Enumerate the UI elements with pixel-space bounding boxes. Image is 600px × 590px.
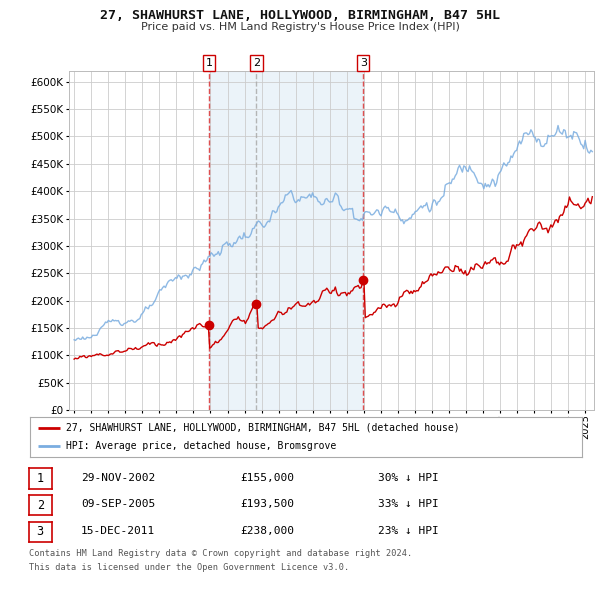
Text: 27, SHAWHURST LANE, HOLLYWOOD, BIRMINGHAM, B47 5HL (detached house): 27, SHAWHURST LANE, HOLLYWOOD, BIRMINGHA… xyxy=(66,423,460,433)
Text: 33% ↓ HPI: 33% ↓ HPI xyxy=(378,500,439,509)
Text: £193,500: £193,500 xyxy=(240,500,294,509)
Text: 2: 2 xyxy=(253,58,260,68)
Text: 1: 1 xyxy=(205,58,212,68)
Text: HPI: Average price, detached house, Bromsgrove: HPI: Average price, detached house, Brom… xyxy=(66,441,336,451)
Text: £238,000: £238,000 xyxy=(240,526,294,536)
Text: 23% ↓ HPI: 23% ↓ HPI xyxy=(378,526,439,536)
Text: 29-NOV-2002: 29-NOV-2002 xyxy=(81,473,155,483)
Text: Price paid vs. HM Land Registry's House Price Index (HPI): Price paid vs. HM Land Registry's House … xyxy=(140,22,460,32)
Text: 27, SHAWHURST LANE, HOLLYWOOD, BIRMINGHAM, B47 5HL: 27, SHAWHURST LANE, HOLLYWOOD, BIRMINGHA… xyxy=(100,9,500,22)
Text: 09-SEP-2005: 09-SEP-2005 xyxy=(81,500,155,509)
Text: 3: 3 xyxy=(360,58,367,68)
Text: £155,000: £155,000 xyxy=(240,473,294,483)
Text: 15-DEC-2011: 15-DEC-2011 xyxy=(81,526,155,536)
Bar xyxy=(209,71,363,410)
Text: This data is licensed under the Open Government Licence v3.0.: This data is licensed under the Open Gov… xyxy=(29,563,349,572)
Text: 3: 3 xyxy=(37,525,44,538)
Text: 30% ↓ HPI: 30% ↓ HPI xyxy=(378,473,439,483)
Text: Contains HM Land Registry data © Crown copyright and database right 2024.: Contains HM Land Registry data © Crown c… xyxy=(29,549,412,558)
Text: 2: 2 xyxy=(37,499,44,512)
Text: 1: 1 xyxy=(37,472,44,485)
